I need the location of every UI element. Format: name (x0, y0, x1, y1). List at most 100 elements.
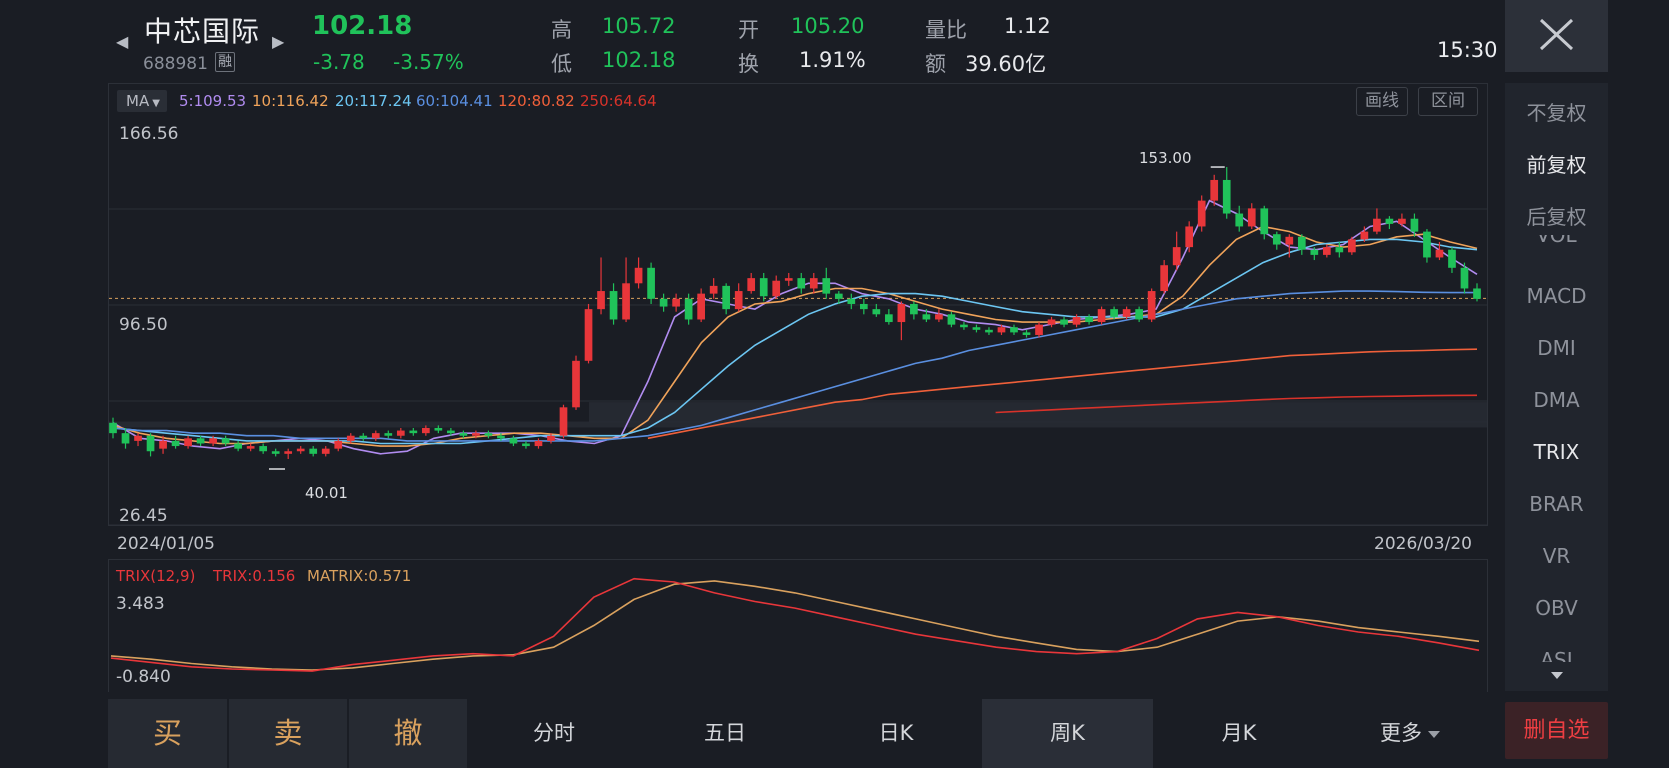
candle-body (659, 298, 668, 307)
low-label: 低 (551, 52, 572, 76)
range-button[interactable]: 区间 (1418, 87, 1478, 116)
ma-selector[interactable]: MA ▼ (117, 90, 167, 112)
draw-line-button[interactable]: 画线 (1356, 87, 1408, 116)
candle-body (1348, 239, 1356, 253)
ma-line-120 (647, 348, 1478, 440)
volume-ratio-label: 量比 (925, 18, 967, 42)
y-axis-max: 166.56 (119, 124, 179, 144)
candle-body (522, 443, 530, 447)
candle-body (1047, 319, 1056, 325)
candle-body (1435, 249, 1444, 258)
candle-body (359, 435, 368, 439)
candle-body (1035, 324, 1043, 335)
candle-body (1297, 236, 1306, 250)
candle-body (484, 433, 493, 436)
candle-body (859, 303, 868, 310)
tab-more[interactable]: 更多 (1325, 699, 1495, 768)
margin-trading-badge: 融 (215, 52, 235, 72)
open-value: 105.20 (791, 14, 865, 38)
stock-name: 中芯国际 (144, 15, 261, 48)
rp-asi[interactable]: ASI (1540, 648, 1573, 662)
previous-stock-button[interactable]: ◀ (116, 32, 129, 51)
rp-vr[interactable]: VR (1542, 544, 1571, 568)
rp-obv[interactable]: OBV (1535, 596, 1578, 620)
scroll-down-icon[interactable] (1551, 672, 1563, 679)
candle-body (847, 298, 856, 304)
tab-intraday[interactable]: 分时 (533, 721, 575, 745)
rp-dma[interactable]: DMA (1533, 388, 1580, 412)
candle-body (1197, 200, 1206, 227)
rp-vol[interactable]: VOL (1536, 235, 1577, 247)
ma250-value: 250:64.64 (580, 92, 657, 110)
candle-body (422, 427, 430, 434)
candle-body (534, 440, 543, 447)
matrix-value: MATRIX:0.571 (307, 567, 412, 585)
candle-body (734, 291, 743, 310)
trix-svg (110, 577, 1480, 672)
candle-body (1122, 309, 1131, 317)
candle-body (547, 435, 555, 441)
candle-body (1210, 179, 1219, 201)
amount-label: 额 (925, 52, 946, 76)
turnover-value: 1.91% (799, 48, 866, 72)
cancel-order-button[interactable]: 撤 (349, 699, 467, 768)
candle-body (284, 451, 293, 454)
candle-body (1072, 316, 1081, 325)
candle-body (709, 285, 718, 294)
low-value: 102.18 (602, 48, 676, 72)
rp-forward-adjust[interactable]: 前复权 (1526, 153, 1587, 177)
candle-body (697, 293, 705, 320)
candle-body (246, 446, 255, 449)
sell-button[interactable]: 卖 (229, 699, 347, 768)
candle-body (409, 430, 418, 434)
remove-watchlist-button[interactable]: 删自选 (1505, 702, 1608, 759)
candle-body (1473, 288, 1481, 299)
highlight-band (109, 421, 1487, 428)
tab-monthly-k[interactable]: 月K (1221, 721, 1257, 745)
candle-body (509, 438, 518, 444)
rp-macd[interactable]: MACD (1526, 284, 1587, 308)
rp-trix[interactable]: TRIX (1533, 440, 1580, 464)
candle-body (622, 283, 630, 320)
candle-body (309, 448, 318, 454)
candle-body (584, 309, 593, 361)
candle-body (1373, 218, 1381, 232)
candle-body (922, 314, 931, 320)
current-price: 102.18 (312, 11, 413, 41)
candle-body (1160, 265, 1168, 292)
candle-body (109, 422, 117, 434)
y-axis-mid: 96.50 (119, 315, 168, 335)
candle-body (384, 433, 393, 436)
candle-body (1285, 236, 1294, 245)
next-stock-button[interactable]: ▶ (272, 32, 285, 51)
candle-body (784, 278, 793, 281)
candle-body (1335, 247, 1344, 253)
candle-body (1423, 231, 1431, 258)
trix-chart[interactable] (108, 559, 1488, 692)
tab-five-day[interactable]: 五日 (704, 721, 746, 745)
ma-line-250 (995, 394, 1478, 414)
ma20-value: 20:117.24 (335, 92, 412, 110)
stock-code: 688981 (143, 54, 208, 74)
rp-brar[interactable]: BRAR (1529, 492, 1584, 516)
price-change-percent: -3.57% (393, 50, 464, 74)
candle-body (296, 448, 305, 452)
rp-backward-adjust[interactable]: 后复权 (1526, 205, 1587, 229)
candle-body (559, 407, 568, 436)
candle-body (897, 303, 906, 323)
candlestick-chart[interactable] (108, 83, 1488, 526)
rp-no-adjust[interactable]: 不复权 (1526, 101, 1587, 125)
candle-body (346, 435, 355, 441)
highlight-band (589, 402, 1487, 423)
buy-button[interactable]: 买 (108, 699, 227, 768)
candle-body (597, 291, 605, 310)
tab-weekly-k[interactable]: 周K (982, 699, 1153, 768)
rp-dmi[interactable]: DMI (1537, 336, 1576, 360)
candle-body (1135, 309, 1143, 320)
price-change: -3.78 (313, 50, 365, 74)
candle-body (1448, 249, 1456, 268)
close-button[interactable] (1505, 0, 1608, 72)
tab-daily-k[interactable]: 日K (878, 721, 914, 745)
candle-body (334, 440, 343, 449)
open-label: 开 (738, 18, 759, 42)
